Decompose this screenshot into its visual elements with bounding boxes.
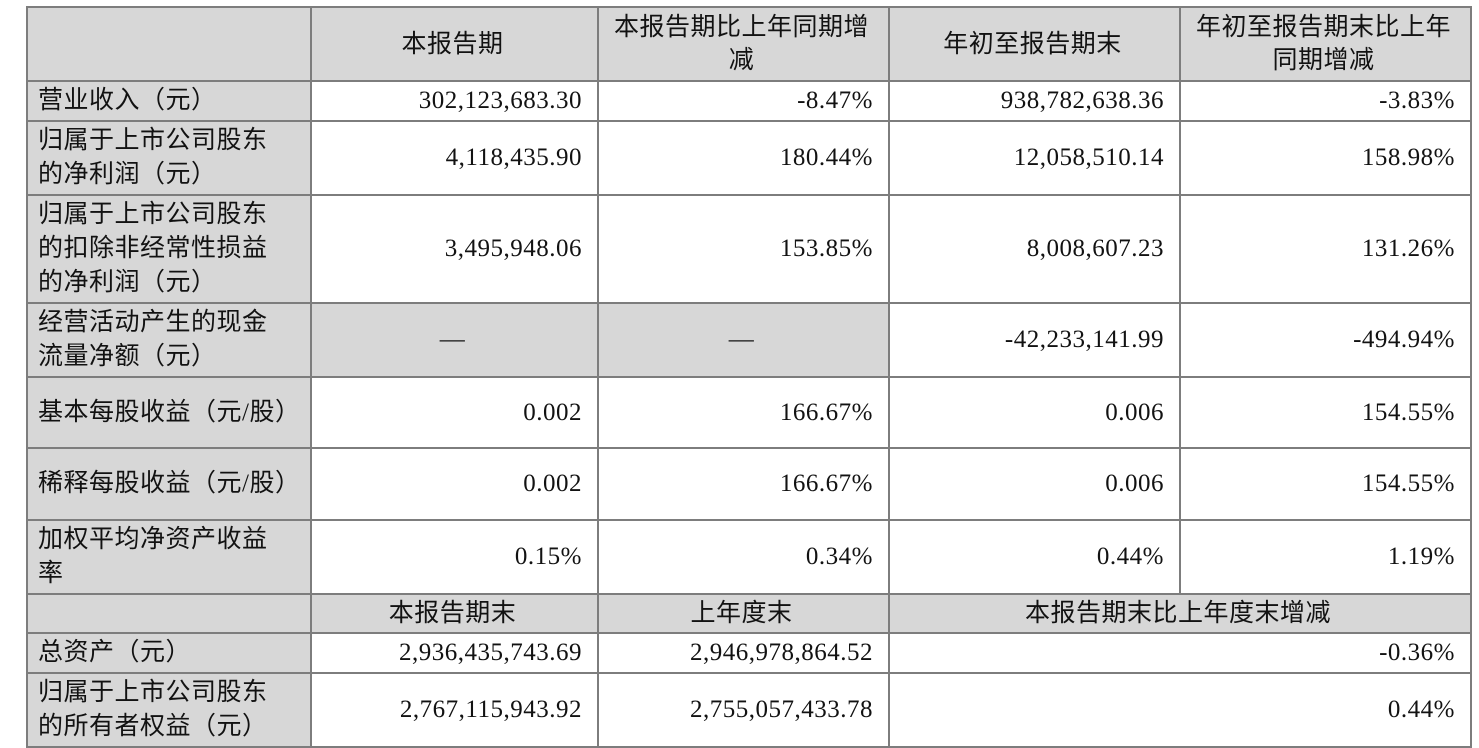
cell-ytd: 938,782,638.36 <box>888 80 1181 122</box>
cell-current-change: -8.47% <box>597 80 890 122</box>
subheader-period-end: 本报告期末 <box>310 593 599 634</box>
subheader-corner-cell <box>26 593 312 634</box>
table-row-diluted-eps: 稀释每股收益（元/股） 0.002 166.67% 0.006 154.55% <box>26 447 1472 521</box>
cell-current-change: 180.44% <box>597 120 890 196</box>
cell-current-change-dash: — <box>597 302 890 378</box>
header-ytd: 年初至报告期末 <box>888 6 1181 82</box>
table-row-basic-eps: 基本每股收益（元/股） 0.002 166.67% 0.006 154.55% <box>26 376 1472 449</box>
table-row-operating-cash-flow: 经营活动产生的现金流量净额（元） — — -42,233,141.99 -494… <box>26 302 1472 378</box>
table-row-equity-attributable: 归属于上市公司股东的所有者权益（元） 2,767,115,943.92 2,75… <box>26 672 1472 748</box>
cell-ytd: 0.006 <box>888 447 1181 521</box>
cell-ytd-change: 1.19% <box>1179 519 1472 595</box>
row-label: 加权平均净资产收益率 <box>26 519 312 595</box>
row-label: 营业收入（元） <box>26 80 312 122</box>
quarterly-financials-table: 本报告期 本报告期比上年同期增减 年初至报告期末 年初至报告期末比上年同期增减 … <box>26 6 1472 748</box>
cell-period-end: 2,767,115,943.92 <box>310 672 599 748</box>
cell-current-period-dash: — <box>310 302 599 378</box>
cell-current-period: 3,495,948.06 <box>310 194 599 304</box>
cell-ytd: -42,233,141.99 <box>888 302 1181 378</box>
cell-current-period: 0.002 <box>310 447 599 521</box>
cell-ytd-change: 158.98% <box>1179 120 1472 196</box>
cell-current-period: 302,123,683.30 <box>310 80 599 122</box>
row-label: 经营活动产生的现金流量净额（元） <box>26 302 312 378</box>
table-row-net-profit-excl-nonrecurring: 归属于上市公司股东的扣除非经常性损益的净利润（元） 3,495,948.06 1… <box>26 194 1472 304</box>
cell-current-period: 0.002 <box>310 376 599 449</box>
row-label: 稀释每股收益（元/股） <box>26 447 312 521</box>
cell-current-period: 0.15% <box>310 519 599 595</box>
cell-current-change: 153.85% <box>597 194 890 304</box>
header-current-period: 本报告期 <box>310 6 599 82</box>
cell-ytd-change: 154.55% <box>1179 376 1472 449</box>
row-label: 总资产（元） <box>26 632 312 674</box>
row-label: 归属于上市公司股东的所有者权益（元） <box>26 672 312 748</box>
subheader-row: 本报告期末 上年度末 本报告期末比上年度末增减 <box>26 593 1472 634</box>
cell-ytd-change: 154.55% <box>1179 447 1472 521</box>
cell-current-change: 0.34% <box>597 519 890 595</box>
header-row: 本报告期 本报告期比上年同期增减 年初至报告期末 年初至报告期末比上年同期增减 <box>26 6 1472 82</box>
table-row-total-assets: 总资产（元） 2,936,435,743.69 2,946,978,864.52… <box>26 632 1472 674</box>
cell-ytd-change: -3.83% <box>1179 80 1472 122</box>
cell-change: -0.36% <box>888 632 1472 674</box>
subheader-prior-year-end: 上年度末 <box>597 593 890 634</box>
cell-change: 0.44% <box>888 672 1472 748</box>
cell-current-change: 166.67% <box>597 376 890 449</box>
row-label: 基本每股收益（元/股） <box>26 376 312 449</box>
cell-ytd: 0.44% <box>888 519 1181 595</box>
cell-ytd: 0.006 <box>888 376 1181 449</box>
cell-ytd-change: 131.26% <box>1179 194 1472 304</box>
row-label: 归属于上市公司股东的扣除非经常性损益的净利润（元） <box>26 194 312 304</box>
cell-ytd-change: -494.94% <box>1179 302 1472 378</box>
cell-prior-year-end: 2,755,057,433.78 <box>597 672 890 748</box>
cell-current-change: 166.67% <box>597 447 890 521</box>
cell-prior-year-end: 2,946,978,864.52 <box>597 632 890 674</box>
header-current-vs-prior-yoy: 本报告期比上年同期增减 <box>597 6 890 82</box>
cell-period-end: 2,936,435,743.69 <box>310 632 599 674</box>
header-ytd-vs-prior-yoy: 年初至报告期末比上年同期增减 <box>1179 6 1472 82</box>
cell-ytd: 8,008,607.23 <box>888 194 1181 304</box>
subheader-period-end-vs-prior-year-end: 本报告期末比上年度末增减 <box>888 593 1472 634</box>
cell-ytd: 12,058,510.14 <box>888 120 1181 196</box>
table-row-net-profit: 归属于上市公司股东的净利润（元） 4,118,435.90 180.44% 12… <box>26 120 1472 196</box>
table-row-weighted-avg-roe: 加权平均净资产收益率 0.15% 0.34% 0.44% 1.19% <box>26 519 1472 595</box>
table-row-revenue: 营业收入（元） 302,123,683.30 -8.47% 938,782,63… <box>26 80 1472 122</box>
header-corner-cell <box>26 6 312 82</box>
cell-current-period: 4,118,435.90 <box>310 120 599 196</box>
row-label: 归属于上市公司股东的净利润（元） <box>26 120 312 196</box>
quarterly-financials-table-container: 本报告期 本报告期比上年同期增减 年初至报告期末 年初至报告期末比上年同期增减 … <box>26 6 1472 748</box>
